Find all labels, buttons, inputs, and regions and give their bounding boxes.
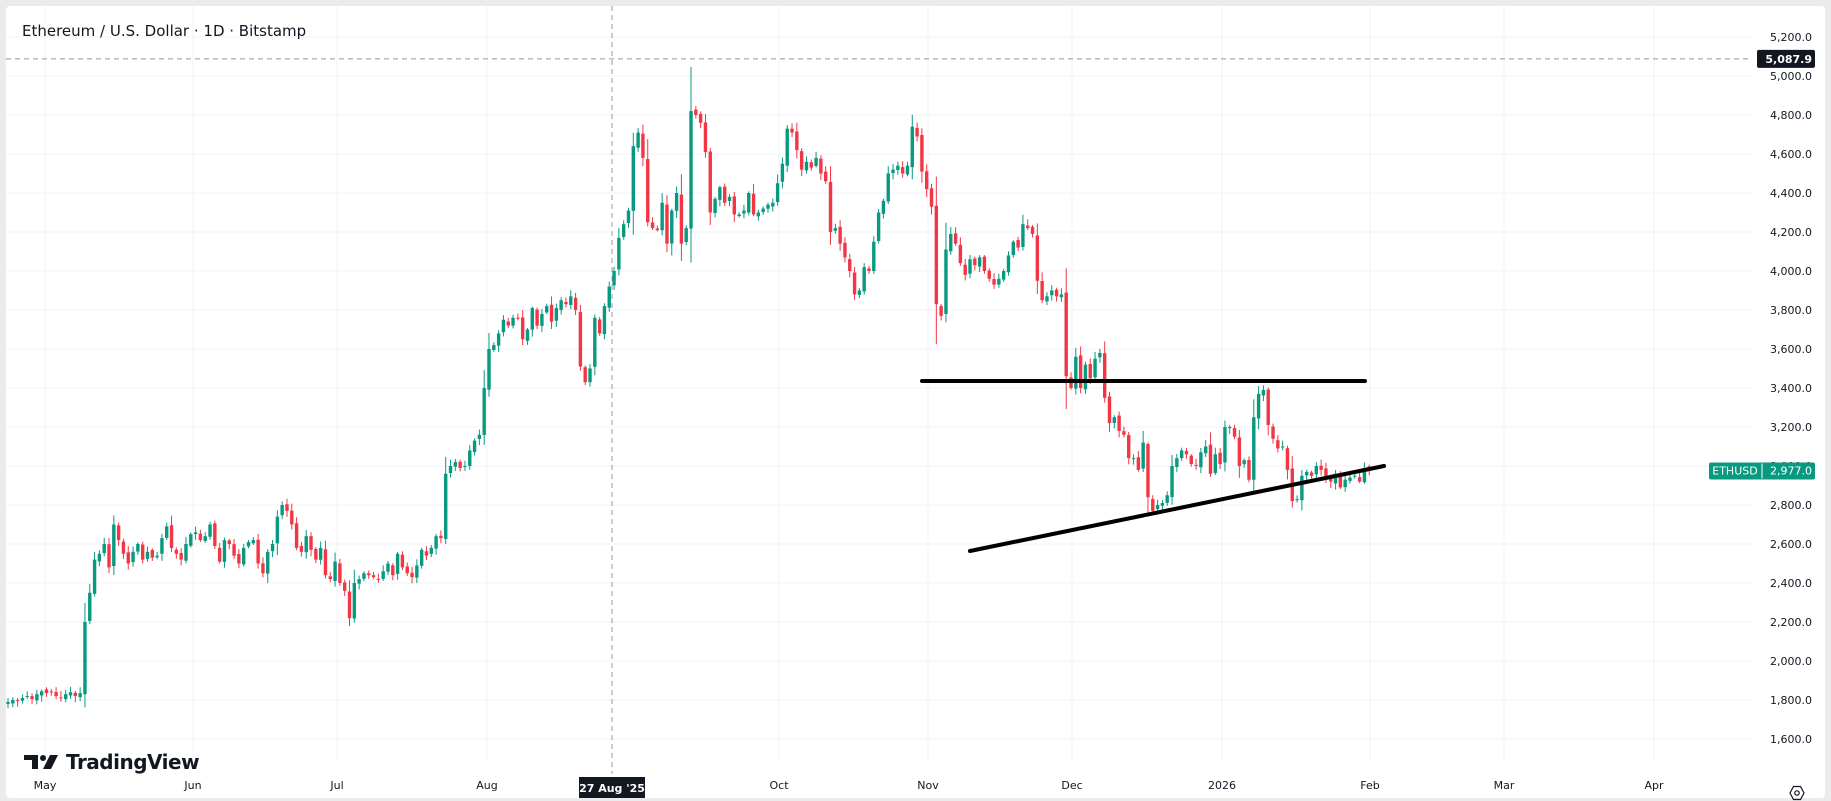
svg-text:2,977.0: 2,977.0 [1770, 464, 1812, 477]
price-tick-label: 2,400.0 [1770, 577, 1812, 590]
price-tick-label: 3,800.0 [1770, 304, 1812, 317]
tradingview-logo[interactable]: TradingView [24, 750, 200, 774]
time-axis[interactable]: May Jun Jul Aug Oct Nov Dec 2026 Feb Mar Apr [34, 779, 1664, 792]
price-tick-label: 1,800.0 [1770, 694, 1812, 707]
tradingview-logo-icon [24, 755, 58, 769]
price-chart[interactable]: 5,200.0 5,000.0 4,800.0 4,600.0 4,400.0 4,200… [6, 6, 1825, 798]
crosshair-price-label: 5,087.9 [1757, 49, 1815, 68]
time-tick-label: Mar [1494, 779, 1515, 792]
grid-lines [6, 6, 1752, 760]
crosshair-date-label: 27 Aug '25 [579, 777, 645, 798]
price-tick-label: 1,600.0 [1770, 733, 1812, 746]
price-tick-label: 4,400.0 [1770, 187, 1812, 200]
svg-text:27 Aug '25: 27 Aug '25 [579, 782, 645, 795]
time-tick-label: Oct [769, 779, 789, 792]
price-tick-label: 4,000.0 [1770, 265, 1812, 278]
price-tick-label: 4,600.0 [1770, 148, 1812, 161]
svg-text:ETHUSD: ETHUSD [1712, 464, 1757, 477]
price-tick-label: 2,600.0 [1770, 538, 1812, 551]
drawings[interactable] [920, 379, 1386, 553]
time-tick-label: Nov [917, 779, 939, 792]
price-tick-label: 3,200.0 [1770, 421, 1812, 434]
crosshair [6, 6, 1752, 774]
time-tick-label: May [34, 779, 57, 792]
chart-title: Ethereum / U.S. Dollar · 1D · Bitstamp [22, 22, 307, 40]
last-price-label: ETHUSD 2,977.0 [1709, 462, 1815, 480]
price-tick-label: 5,200.0 [1770, 31, 1812, 44]
price-tick-label: 5,000.0 [1770, 70, 1812, 83]
time-tick-label: Jun [183, 779, 201, 792]
price-tick-label: 3,600.0 [1770, 343, 1812, 356]
settings-icon[interactable] [1789, 785, 1805, 801]
price-tick-label: 4,200.0 [1770, 226, 1812, 239]
price-axis[interactable]: 5,200.0 5,000.0 4,800.0 4,600.0 4,400.0 4,200… [1770, 31, 1812, 746]
rising-trendline[interactable] [968, 464, 1386, 553]
price-tick-label: 2,800.0 [1770, 499, 1812, 512]
price-tick-label: 2,200.0 [1770, 616, 1812, 629]
time-tick-label: Dec [1061, 779, 1082, 792]
price-tick-label: 3,400.0 [1770, 382, 1812, 395]
price-tick-label: 2,000.0 [1770, 655, 1812, 668]
chart-panel[interactable]: 5,200.0 5,000.0 4,800.0 4,600.0 4,400.0 4,200… [6, 6, 1825, 801]
svg-text:5,087.9: 5,087.9 [1765, 53, 1812, 66]
time-tick-label: Feb [1360, 779, 1379, 792]
candlesticks [6, 66, 1371, 709]
time-tick-label: Jul [329, 779, 343, 792]
price-tick-label: 4,800.0 [1770, 109, 1812, 122]
tradingview-logo-text: TradingView [66, 750, 200, 774]
time-tick-label: 2026 [1208, 779, 1236, 792]
time-tick-label: Apr [1644, 779, 1664, 792]
time-tick-label: Aug [476, 779, 497, 792]
